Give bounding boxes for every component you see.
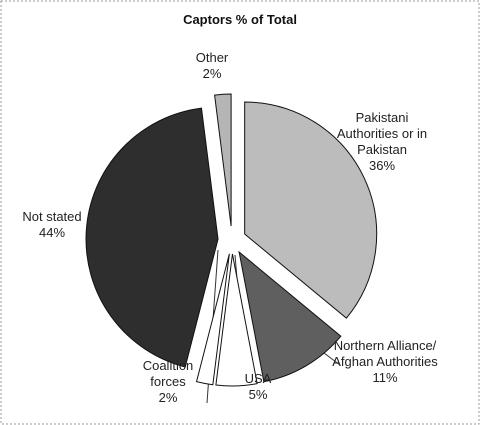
pie-slice [195,253,230,386]
value-label: 2% [158,390,178,405]
pie-slice [85,107,219,368]
category-label: Pakistani Authorities or in Pakistan [336,110,428,157]
value-label: 36% [368,158,396,173]
category-label: Other [195,50,229,65]
value-label: 2% [202,66,222,81]
slice-label: Not stated 44% [7,209,97,241]
pie-slice [214,93,232,227]
value-label: 44% [38,225,66,240]
slice-label: Other 2% [182,50,242,82]
slice-label: Northern Alliance/ Afghan Authorities 11% [330,338,440,386]
slice-label: USA 5% [233,371,283,403]
pie-slice [244,101,378,319]
slice-label: Coalition forces 2% [128,358,208,406]
chart-title: Captors % of Total [183,12,297,27]
category-label: Not stated [22,209,82,224]
slice-label: Pakistani Authorities or in Pakistan 36% [327,110,437,174]
pie-slice [238,250,342,383]
value-label: 5% [248,387,268,402]
category-label: USA [244,371,272,386]
category-label: Coalition forces [142,358,194,389]
category-label: Northern Alliance/ Afghan Authorities [332,338,438,369]
value-label: 11% [372,370,398,385]
pie-slice [215,253,258,387]
